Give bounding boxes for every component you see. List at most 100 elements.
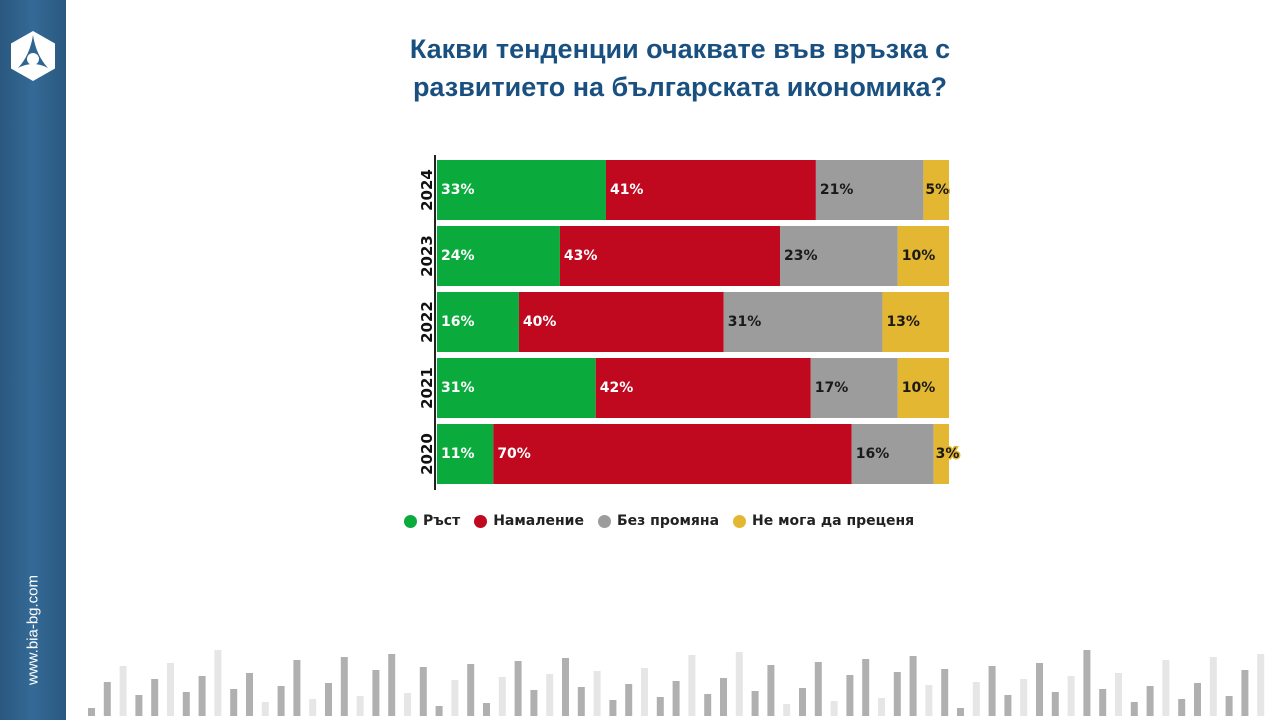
- decorative-bar: [846, 675, 854, 716]
- bar-segment: [882, 292, 949, 352]
- decorative-bar: [167, 663, 174, 716]
- decorative-bar: [514, 661, 522, 716]
- bar-segment: [810, 358, 898, 418]
- decorative-bar: [1209, 657, 1217, 716]
- data-label: 43%: [564, 248, 598, 264]
- decorative-bar: [388, 654, 396, 716]
- legend-dot-icon: [733, 514, 747, 528]
- decorative-bar: [1004, 695, 1012, 716]
- decorative-bar: [483, 703, 490, 716]
- bar-segment: [437, 160, 606, 220]
- decorative-bar: [103, 682, 111, 716]
- y-tick-label: 2021: [418, 367, 436, 409]
- legend-item: Ръст: [404, 513, 460, 529]
- decorative-bar: [435, 706, 443, 716]
- decorative-bar: [830, 701, 838, 716]
- decorative-bar: [451, 680, 459, 716]
- decorative-bar: [498, 677, 506, 716]
- decorative-bar: [1099, 689, 1107, 716]
- decorative-bar: [925, 685, 933, 716]
- data-label: 16%: [856, 446, 890, 462]
- decorative-bar: [909, 656, 917, 716]
- data-label: 31%: [728, 314, 762, 330]
- data-label: 70%: [497, 446, 531, 462]
- decorative-bar: [656, 697, 664, 716]
- decorative-bar: [546, 674, 554, 716]
- decorative-bar: [246, 673, 253, 716]
- decorative-bar: [135, 695, 143, 716]
- bar-segment: [518, 292, 724, 352]
- legend-item: Намаление: [474, 513, 584, 529]
- legend-item: Без промяна: [597, 513, 720, 529]
- bar-segment: [559, 226, 781, 286]
- data-label: 23%: [784, 248, 818, 264]
- y-tick-label: 2023: [418, 235, 436, 277]
- decorative-bar: [309, 699, 317, 716]
- decorative-bar: [641, 668, 648, 716]
- data-label: 16%: [441, 314, 475, 330]
- decorative-bar: [814, 662, 822, 716]
- decorative-bar: [941, 669, 949, 716]
- title-line: развитието на българската икономика?: [412, 72, 948, 102]
- decorative-bars: [88, 650, 1265, 716]
- title-line: Какви тенденции очаквате във връзка с: [409, 34, 951, 64]
- chart-legend: Ръст Намаление Без промяна Не мога да преце…: [404, 513, 914, 529]
- decorative-bar: [957, 708, 964, 716]
- data-label: 10%: [902, 380, 936, 396]
- y-tick-label: 2022: [418, 301, 436, 343]
- decorative-bar: [1051, 692, 1059, 716]
- decorative-bar: [704, 694, 712, 716]
- decorative-bar: [325, 683, 332, 716]
- data-label: 11%: [441, 446, 475, 462]
- decorative-bar: [151, 679, 159, 716]
- bar-segment: [897, 358, 949, 418]
- bar-segment: [493, 424, 852, 484]
- decorative-bar: [862, 659, 870, 716]
- decorative-bar: [340, 657, 348, 716]
- decorative-bar: [277, 686, 285, 716]
- decorative-bar: [972, 682, 980, 716]
- legend-label: Намаление: [493, 513, 584, 529]
- decorative-bar: [562, 658, 569, 716]
- decorative-bar: [1241, 670, 1249, 716]
- decorative-bar: [893, 672, 901, 716]
- decorative-bar: [577, 687, 585, 716]
- data-label: 10%: [902, 248, 936, 264]
- legend-dot-icon: [597, 514, 611, 528]
- bar-segment: [780, 226, 898, 286]
- data-label: 21%: [820, 182, 854, 198]
- sidebar: www.bia-bg.com: [0, 0, 66, 720]
- decorative-bar: [230, 689, 238, 716]
- bar-segment: [437, 226, 560, 286]
- data-label: 5%: [925, 182, 949, 198]
- data-label: 31%: [441, 380, 475, 396]
- decorative-bar: [593, 671, 601, 716]
- decorative-bar: [467, 664, 475, 716]
- decorative-bar: [1130, 702, 1138, 716]
- decorative-bar: [1194, 683, 1201, 716]
- decorative-bar: [119, 666, 127, 716]
- bar-segment: [437, 358, 596, 418]
- bar-segment: [815, 160, 924, 220]
- decorative-bar: [1225, 696, 1233, 716]
- decorative-bar: [1178, 699, 1186, 716]
- decorative-bar: [735, 652, 743, 716]
- decorative-bar: [988, 666, 996, 716]
- legend-item: Не мога да преценя: [733, 513, 914, 529]
- data-label: 3%: [936, 446, 960, 462]
- bar-segment: [923, 160, 949, 220]
- bar-segment: [723, 292, 883, 352]
- decorative-bar: [1162, 660, 1170, 716]
- decorative-bar: [1115, 673, 1122, 716]
- decorative-bar: [1036, 663, 1043, 716]
- legend-label: Ръст: [423, 513, 461, 529]
- bar-segment: [851, 424, 934, 484]
- bar-segment: [897, 226, 949, 286]
- bar-segment: [595, 358, 811, 418]
- y-tick-label: 2024: [418, 169, 436, 211]
- decorative-bar: [182, 692, 190, 716]
- legend-label: Без промяна: [616, 513, 720, 529]
- data-label: 40%: [523, 314, 557, 330]
- decorative-bar: [261, 702, 269, 716]
